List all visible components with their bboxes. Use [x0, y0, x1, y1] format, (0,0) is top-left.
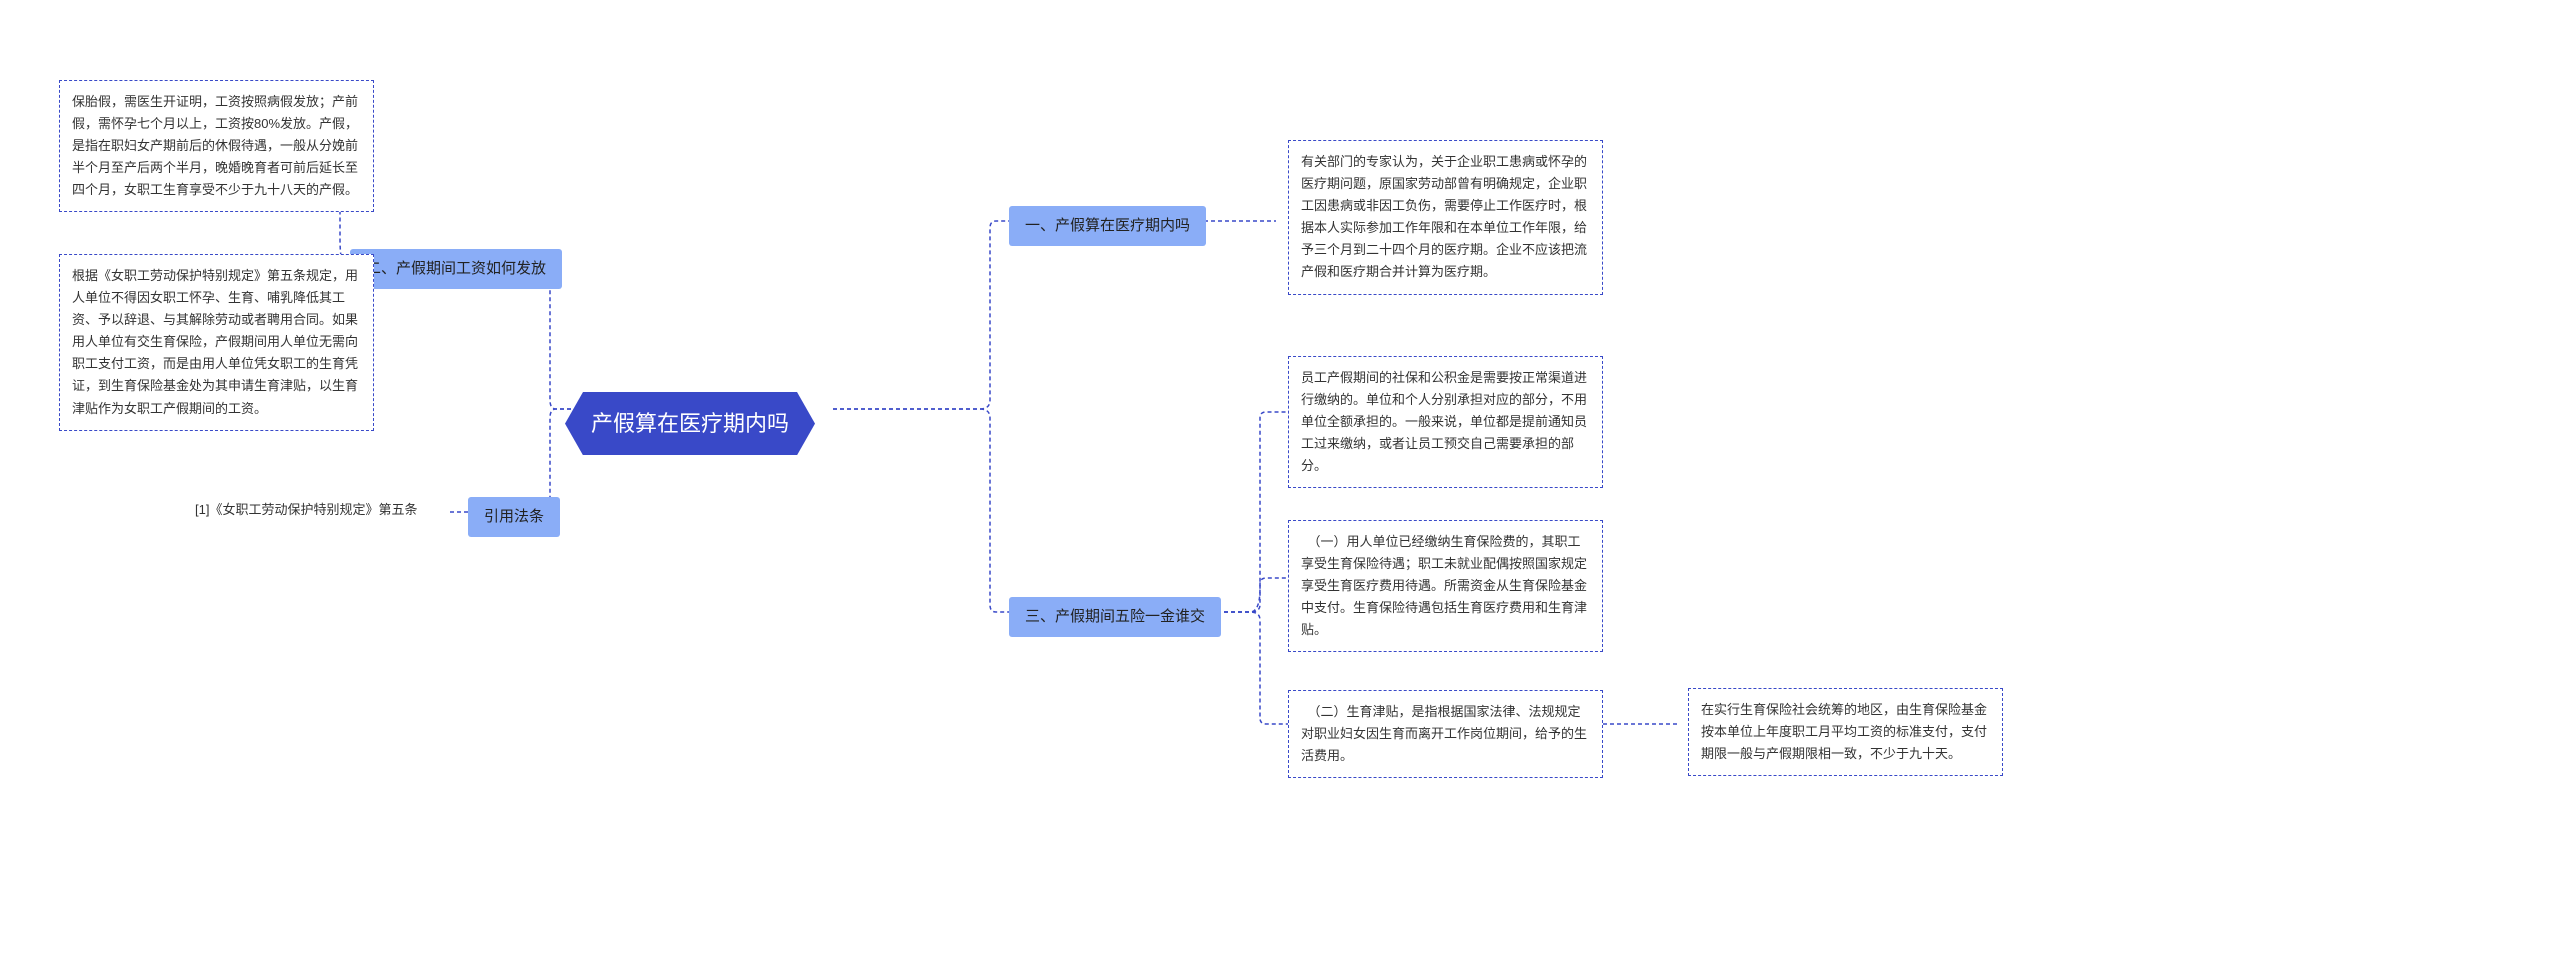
leaf-salary-a: 保胎假，需医生开证明，工资按照病假发放；产前假，需怀孕七个月以上，工资按80%发…: [59, 80, 374, 212]
leaf-text: 员工产假期间的社保和公积金是需要按正常渠道进行缴纳的。单位和个人分别承担对应的部…: [1301, 370, 1587, 473]
leaf-text: 有关部门的专家认为，关于企业职工患病或怀孕的医疗期问题，原国家劳动部曾有明确规定…: [1301, 154, 1587, 279]
connector-layer: [0, 0, 2560, 955]
branch-label: 引用法条: [484, 508, 544, 525]
root-node: 产假算在医疗期内吗: [565, 392, 815, 455]
branch-label: 二、产假期间工资如何发放: [366, 260, 546, 277]
leaf-text: [1]《女职工劳动保护特别规定》第五条: [195, 502, 417, 517]
leaf-medical-a: 有关部门的专家认为，关于企业职工患病或怀孕的医疗期问题，原国家劳动部曾有明确规定…: [1288, 140, 1603, 295]
mindmap-canvas: 产假算在医疗期内吗 二、产假期间工资如何发放 保胎假，需医生开证明，工资按照病假…: [0, 0, 2560, 955]
leaf-text: （一）用人单位已经缴纳生育保险费的，其职工享受生育保险待遇；职工未就业配偶按照国…: [1301, 534, 1587, 637]
leaf-insurance-b: （一）用人单位已经缴纳生育保险费的，其职工享受生育保险待遇；职工未就业配偶按照国…: [1288, 520, 1603, 652]
branch-medical: 一、产假算在医疗期内吗: [1009, 206, 1206, 246]
leaf-insurance-a: 员工产假期间的社保和公积金是需要按正常渠道进行缴纳的。单位和个人分别承担对应的部…: [1288, 356, 1603, 488]
connector: [833, 221, 1009, 409]
leaf-reference: [1]《女职工劳动保护特别规定》第五条: [195, 500, 417, 521]
branch-label: 一、产假算在医疗期内吗: [1025, 217, 1190, 234]
leaf-text: 在实行生育保险社会统筹的地区，由生育保险基金按本单位上年度职工月平均工资的标准支…: [1701, 702, 1987, 761]
connector: [1210, 412, 1288, 612]
branch-salary: 二、产假期间工资如何发放: [350, 249, 562, 289]
leaf-text: 保胎假，需医生开证明，工资按照病假发放；产前假，需怀孕七个月以上，工资按80%发…: [72, 94, 358, 197]
leaf-salary-b: 根据《女职工劳动保护特别规定》第五条规定，用人单位不得因女职工怀孕、生育、哺乳降…: [59, 254, 374, 431]
leaf-insurance-c: （二）生育津贴，是指根据国家法律、法规规定对职业妇女因生育而离开工作岗位期间，给…: [1288, 690, 1603, 778]
leaf-text: （二）生育津贴，是指根据国家法律、法规规定对职业妇女因生育而离开工作岗位期间，给…: [1301, 704, 1587, 763]
branch-insurance: 三、产假期间五险一金谁交: [1009, 597, 1221, 637]
branch-reference: 引用法条: [468, 497, 560, 537]
connector: [1210, 578, 1288, 612]
connector: [833, 409, 1009, 612]
leaf-insurance-c-child: 在实行生育保险社会统筹的地区，由生育保险基金按本单位上年度职工月平均工资的标准支…: [1688, 688, 2003, 776]
branch-label: 三、产假期间五险一金谁交: [1025, 608, 1205, 625]
leaf-text: 根据《女职工劳动保护特别规定》第五条规定，用人单位不得因女职工怀孕、生育、哺乳降…: [72, 268, 358, 416]
root-label: 产假算在医疗期内吗: [591, 411, 789, 436]
connector: [1210, 612, 1288, 724]
